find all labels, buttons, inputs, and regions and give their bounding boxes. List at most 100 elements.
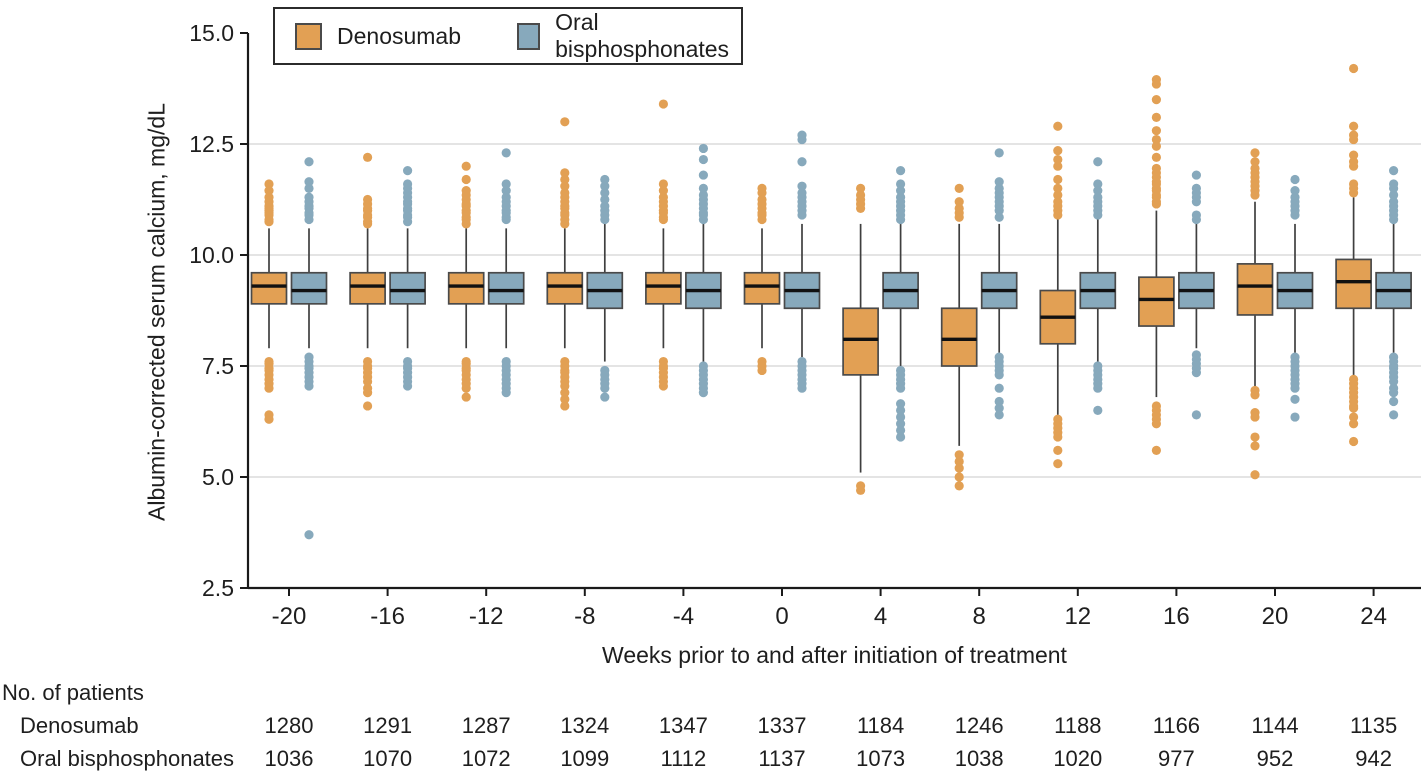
y-tick-label-15: 15.0 (189, 20, 234, 46)
outlier-dot (1290, 186, 1300, 196)
outlier-dot (501, 186, 511, 196)
outlier-dot (658, 99, 669, 109)
outlier-dot (1053, 432, 1063, 442)
outlier-dot (363, 401, 373, 411)
outlier-dot (1290, 412, 1300, 422)
outlier-dot (1151, 163, 1161, 174)
x-tick-label-12: 12 (1064, 603, 1091, 630)
outlier-dot (797, 157, 807, 167)
patient-count-denosumab-week-16: 1166 (1152, 713, 1201, 738)
outlier-dot (954, 450, 964, 460)
box-group-denosumab-week--12 (447, 161, 485, 402)
box-group-oral-bisphosphonates-week--12 (487, 148, 525, 398)
iqr-box (250, 271, 288, 305)
patient-count-denosumab-week--16: 1291 (363, 713, 413, 738)
patient-count-denosumab-week-8: 1246 (954, 713, 1004, 738)
x-tick-label--8: -8 (574, 603, 595, 630)
outlier-dot (658, 186, 669, 196)
oral-bisphosphonates-swatch-icon (517, 22, 541, 50)
box-group-denosumab-week--4 (645, 99, 682, 391)
iqr-box (1335, 258, 1372, 310)
y-tick-label-5: 5.0 (202, 464, 234, 490)
outlier-dot (994, 403, 1004, 413)
outlier-dot (501, 192, 511, 202)
outlier-dot (1250, 412, 1260, 422)
outlier-dot (698, 183, 709, 193)
box-group-oral-bisphosphonates-week-4 (882, 166, 919, 442)
outlier-dot (896, 192, 906, 202)
outlier-dot (304, 530, 314, 540)
patient-count-oral-bisphosphonates-week-8: 1038 (954, 746, 1004, 771)
iqr-box (546, 271, 584, 305)
table-row-oral-values: 1036 1070 1072 1099 1112 1137 1073 1038 1020 977 9… (0, 676, 1427, 777)
boxplot-chart: 2.5 5.0 7.5 10.0 12.5 15.0 -20 -16 -12 -8 -4 0 4 8 12 1… (189, 20, 1421, 630)
x-tick-label-20: 20 (1262, 603, 1289, 630)
outlier-dot (856, 190, 866, 200)
outlier-dot (1053, 445, 1063, 455)
outlier-dot (1389, 396, 1399, 407)
outlier-dot (954, 481, 964, 491)
legend-item-oral-bisphosphonates: Oral bisphosphonates (517, 9, 741, 63)
outlier-dot (363, 376, 373, 387)
iqr-box (743, 271, 781, 305)
patient-count-denosumab-week--8: 1324 (560, 713, 610, 738)
outlier-dot (757, 183, 767, 193)
outlier-dot (698, 143, 709, 154)
patient-count-denosumab-week-20: 1144 (1251, 713, 1299, 738)
outlier-dot (1389, 190, 1399, 200)
table-row-denosumab-values: 1280 1291 1287 1324 1347 1337 1184 1246 1188 1166… (0, 676, 1427, 777)
outlier-dot (1053, 183, 1063, 193)
outlier-dot (1349, 121, 1359, 131)
outlier-dot (757, 194, 767, 205)
outlier-dot (1151, 75, 1161, 85)
outlier-dot (896, 425, 906, 435)
box-group-denosumab-week--8 (546, 117, 584, 411)
iqr-box (1236, 263, 1274, 316)
y-axis-title: Albumin-corrected serum calcium, mg/dL (143, 103, 170, 521)
patient-count-oral-bisphosphonates-week--20: 1036 (264, 746, 314, 771)
outlier-dot (363, 194, 373, 205)
outlier-dot (1250, 163, 1260, 174)
outlier-dot (994, 383, 1004, 393)
iqr-box (290, 271, 328, 305)
patient-count-oral-bisphosphonates-week-20: 952 (1256, 746, 1294, 771)
outlier-dot (1151, 152, 1161, 162)
outlier-dot (600, 174, 610, 185)
outlier-dot (264, 179, 274, 189)
outlier-dot (304, 157, 314, 167)
outlier-dot (560, 181, 570, 191)
patient-count-denosumab-week-24: 1135 (1349, 713, 1398, 738)
patient-count-oral-bisphosphonates-week-12: 1020 (1053, 746, 1103, 771)
outlier-dot (560, 117, 570, 127)
box-group-denosumab-week-12 (1039, 121, 1077, 469)
patient-count-oral-bisphosphonates-week--8: 1099 (560, 746, 610, 771)
box-group-oral-bisphosphonates-week-16 (1178, 170, 1215, 420)
x-tick-label-4: 4 (874, 603, 887, 630)
table-row-label-denosumab: Denosumab (20, 713, 139, 738)
outlier-dot (896, 186, 906, 196)
outlier-dot (560, 394, 570, 404)
outlier-dot (264, 186, 274, 196)
outlier-dot (1349, 179, 1359, 189)
outlier-dot (1151, 445, 1161, 455)
outlier-dot (403, 381, 413, 391)
outlier-dot (1093, 383, 1103, 393)
outlier-dot (304, 183, 314, 193)
outlier-dot (1290, 174, 1300, 185)
y-tick-label-10: 10.0 (189, 242, 234, 268)
outlier-dot (658, 381, 669, 391)
box-group-denosumab-week-0 (743, 183, 781, 376)
outlier-dot (1053, 161, 1063, 171)
outlier-dot (1389, 166, 1399, 176)
outlier-dot (600, 188, 610, 198)
outlier-dot (994, 148, 1004, 158)
patient-count-oral-bisphosphonates-week-0: 1137 (758, 746, 806, 771)
y-tick-label-12.5: 12.5 (189, 131, 234, 157)
box-group-denosumab-week-24 (1335, 63, 1372, 447)
outlier-dot (994, 212, 1004, 222)
x-tick-label--16: -16 (370, 603, 405, 630)
outlier-dot (1349, 150, 1359, 160)
outlier-dot (501, 388, 511, 398)
x-tick-label-16: 16 (1163, 603, 1190, 630)
